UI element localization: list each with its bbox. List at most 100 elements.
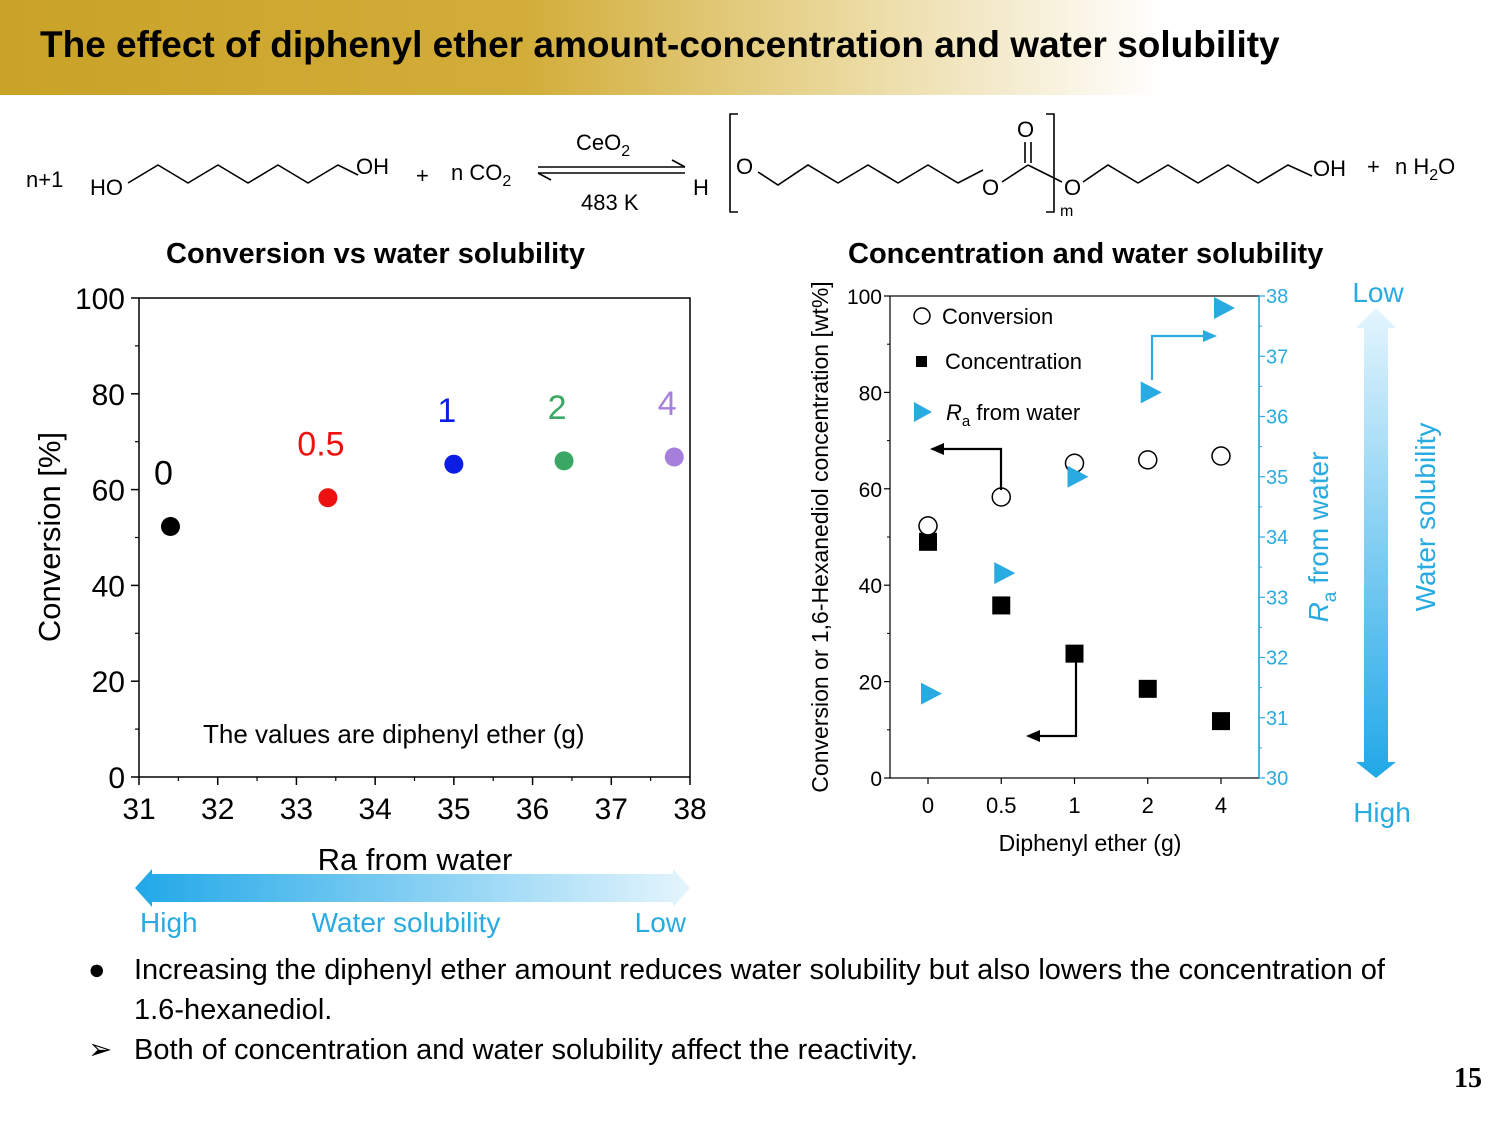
left-x-tick-label: 35 — [437, 793, 470, 826]
right-y2-tick-label: 33 — [1266, 587, 1288, 609]
right-y-tick-label: 100 — [847, 286, 882, 309]
right-x-tick-label: 4 — [1215, 793, 1227, 818]
right-y2-tick-label: 35 — [1266, 467, 1288, 489]
legend-conversion-marker — [913, 307, 931, 325]
right-x-axis-label: Diphenyl ether (g) — [999, 830, 1182, 856]
scheme-oh: OH — [356, 154, 389, 179]
right-y2-tick-label: 34 — [1266, 527, 1288, 549]
scheme-h: H — [693, 175, 709, 200]
concentration-point — [1212, 712, 1230, 731]
left-x-axis-label: Ra from water — [318, 842, 513, 877]
right-x-tick-label: 2 — [1142, 793, 1154, 818]
page-number: 15 — [1454, 1063, 1482, 1094]
reaction-scheme: n+1 HO OH + n CO2 CeO2 483 K H O O O m O… — [26, 113, 1455, 220]
right-x-tick-label: 0.5 — [986, 793, 1017, 818]
ra-point — [1140, 381, 1162, 404]
left-data-point — [554, 451, 574, 471]
left-data-point — [318, 488, 338, 508]
legend-ra-rest: from water — [970, 400, 1080, 425]
ra-point — [1067, 465, 1089, 488]
left-x-tick-label: 31 — [122, 793, 155, 826]
left-y-tick-label: 0 — [108, 762, 125, 795]
right-y2-tick-label: 31 — [1266, 708, 1288, 730]
bullet-text: Both of concentration and water solubili… — [134, 1034, 918, 1066]
left-point-label: 0 — [154, 454, 173, 492]
bullet-list: ● Increasing the diphenyl ether amount r… — [88, 950, 1418, 1070]
right-x-tick-label: 1 — [1068, 793, 1080, 818]
scheme-water-sub: 2 — [1429, 167, 1438, 184]
right-y-tick-label: 60 — [859, 479, 882, 502]
right-y2-label-italic: R — [1303, 602, 1334, 622]
left-data-point — [160, 516, 180, 536]
carbonate-chain — [757, 164, 984, 186]
right-arrow-low: Low — [1352, 277, 1404, 308]
concentration-point — [919, 532, 937, 551]
scheme-o-carbonyl: O — [1017, 117, 1034, 142]
left-point-label: 0.5 — [297, 426, 344, 464]
hexanediol-chain — [127, 164, 359, 184]
left-y-tick-label: 40 — [92, 570, 125, 603]
svg-text:Ra from water: Ra from water — [1303, 452, 1341, 623]
right-y2-label-sub: a — [1320, 591, 1341, 602]
scheme-o-3: O — [1064, 175, 1081, 200]
axis-pointer-arrows — [930, 330, 1217, 742]
right-arrow-high: High — [1353, 797, 1411, 828]
scheme-catalyst: CeO — [576, 130, 621, 155]
scheme-catalyst-sub: 2 — [621, 143, 630, 160]
right-y2-tick-label: 38 — [1266, 286, 1288, 308]
left-arrow-high: High — [140, 907, 198, 938]
title-bar — [0, 0, 1165, 95]
left-arrow-label: Water solubility — [312, 907, 501, 938]
scheme-o-2: O — [982, 175, 999, 200]
conversion-point — [918, 516, 938, 536]
right-y-axis-label: Conversion or 1,6-Hexanediol concentrati… — [807, 281, 833, 792]
left-point-label: 1 — [437, 392, 456, 430]
scheme-plus-1: + — [416, 163, 429, 188]
concentration-point — [992, 596, 1011, 615]
conversion-point — [991, 487, 1011, 507]
conversion-pointer — [938, 447, 1003, 490]
legend-concentration-marker — [916, 356, 927, 367]
right-legend: Conversion Concentration Ra from water — [913, 304, 1082, 430]
ra-point — [994, 562, 1016, 585]
right-y-tick-label: 80 — [859, 382, 882, 405]
legend-ra-marker — [914, 402, 932, 422]
left-x-tick-label: 37 — [595, 793, 628, 826]
scheme-m: m — [1060, 203, 1073, 220]
right-y2-tick-label: 30 — [1266, 768, 1288, 790]
right-y2-label-rest: from water — [1303, 452, 1334, 592]
legend-concentration-label: Concentration — [945, 349, 1082, 374]
bullet-item: ➢ Both of concentration and water solubi… — [88, 1030, 1418, 1070]
svg-text:n H2O: n H2O — [1395, 154, 1455, 184]
scheme-temperature: 483 K — [581, 190, 639, 215]
scheme-o-1: O — [736, 154, 753, 179]
left-x-tick-label: 32 — [201, 793, 234, 826]
left-x-tick-label: 36 — [516, 793, 549, 826]
concentration-pointer — [1034, 662, 1078, 738]
scheme-co2: n CO — [451, 160, 502, 185]
end-chain — [1082, 164, 1313, 184]
svg-text:n CO2: n CO2 — [451, 160, 511, 190]
right-y-tick-label: 0 — [870, 768, 882, 791]
legend-ra-sub: a — [962, 413, 971, 430]
left-y-tick-label: 60 — [92, 475, 125, 508]
scheme-plus-2: + — [1367, 154, 1380, 179]
left-y-tick-label: 80 — [92, 379, 125, 412]
left-y-tick-label: 100 — [75, 283, 125, 316]
bullet-marker: ● — [88, 954, 106, 986]
left-data-point — [444, 454, 464, 474]
left-y-tick-label: 20 — [92, 666, 125, 699]
right-arrow-label: Water solubility — [1410, 423, 1441, 612]
left-chart: 0 20 40 60 80 100 31 32 33 34 35 36 37 38 0 0.5 1 2 4 Th… — [32, 283, 707, 938]
ra-pointer — [1150, 334, 1208, 380]
right-y2-tick-label: 36 — [1266, 407, 1288, 429]
left-chart-title: Conversion vs water solubility — [166, 238, 585, 270]
left-y-axis-label: Conversion [%] — [32, 432, 67, 642]
scheme-ho: HO — [90, 175, 123, 200]
left-arrow-low: Low — [635, 907, 687, 938]
ra-point — [921, 682, 942, 705]
left-x-tick-label: 34 — [358, 793, 391, 826]
right-y-tick-label: 20 — [859, 672, 882, 695]
left-x-tick-label: 33 — [280, 793, 313, 826]
